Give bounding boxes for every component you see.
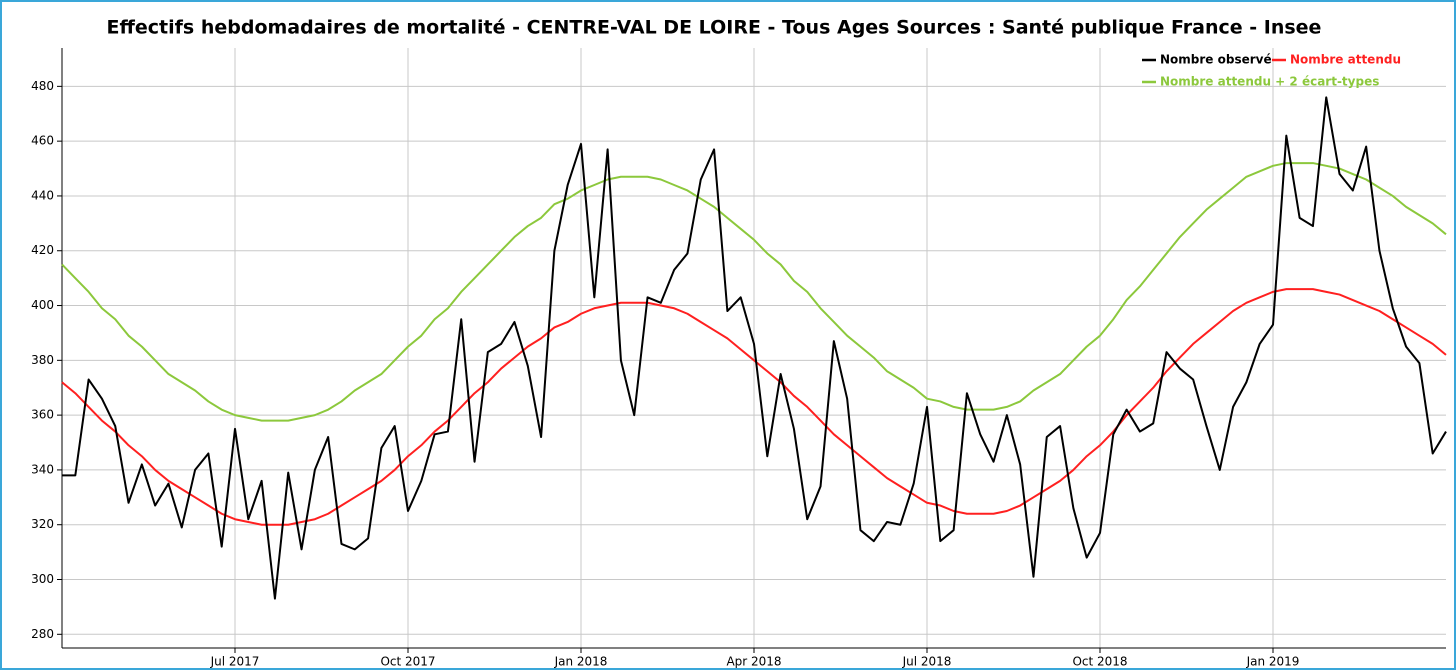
y-tick-label: 460 — [31, 134, 54, 148]
y-tick-label: 380 — [31, 353, 54, 367]
legend-label: Nombre attendu — [1290, 53, 1401, 67]
y-tick-label: 420 — [31, 243, 54, 257]
y-tick-label: 320 — [31, 517, 54, 531]
y-tick-label: 340 — [31, 462, 54, 476]
x-tick-label: Jul 2017 — [210, 655, 260, 669]
legend-label: Nombre observé — [1160, 53, 1272, 67]
y-tick-label: 400 — [31, 298, 54, 312]
chart-title: Effectifs hebdomadaires de mortalité - C… — [107, 17, 1322, 39]
y-tick-label: 480 — [31, 79, 54, 93]
x-tick-label: Jul 2018 — [902, 655, 952, 669]
y-tick-label: 440 — [31, 188, 54, 202]
line-series — [61, 162, 1447, 422]
y-tick-label: 360 — [31, 408, 54, 422]
line-series — [62, 96, 1447, 600]
x-tick-label: Oct 2017 — [380, 655, 435, 669]
y-tick-label: 300 — [31, 572, 54, 586]
x-tick-label: Oct 2018 — [1072, 655, 1127, 669]
legend-label: Nombre attendu + 2 écart-types — [1160, 75, 1379, 89]
x-tick-label: Jan 2019 — [1246, 655, 1300, 669]
x-tick-label: Jan 2018 — [554, 655, 608, 669]
line-series — [61, 288, 1447, 526]
y-tick-label: 280 — [31, 627, 54, 641]
x-tick-label: Apr 2018 — [726, 655, 781, 669]
